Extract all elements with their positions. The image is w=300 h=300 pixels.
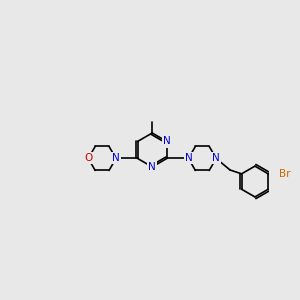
Text: N: N: [148, 162, 156, 172]
Text: N: N: [184, 153, 192, 164]
Text: N: N: [212, 153, 220, 164]
Text: N: N: [112, 153, 120, 164]
Text: O: O: [84, 153, 92, 164]
Text: N: N: [163, 136, 171, 146]
Text: Br: Br: [279, 169, 291, 179]
